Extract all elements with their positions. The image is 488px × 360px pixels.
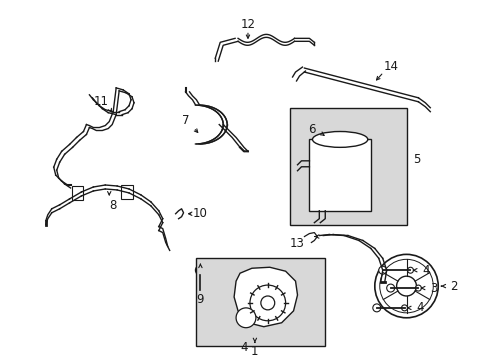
Circle shape: [386, 284, 394, 292]
Polygon shape: [234, 267, 297, 327]
Text: 4: 4: [416, 301, 423, 314]
Text: 6: 6: [307, 123, 314, 136]
Text: 7: 7: [182, 114, 189, 127]
Circle shape: [260, 296, 274, 310]
Text: 5: 5: [413, 153, 420, 166]
Circle shape: [378, 266, 386, 274]
Ellipse shape: [312, 131, 367, 147]
Circle shape: [195, 265, 205, 275]
Circle shape: [372, 304, 380, 312]
Text: 3: 3: [429, 282, 437, 294]
Text: 10: 10: [193, 207, 207, 220]
Bar: [196, 258, 325, 346]
Circle shape: [415, 285, 421, 291]
Text: 1: 1: [251, 345, 258, 358]
Circle shape: [379, 259, 432, 313]
Bar: [71, 186, 83, 200]
Text: 4: 4: [422, 264, 429, 277]
Bar: [309, 139, 370, 211]
Text: 11: 11: [94, 95, 109, 108]
Circle shape: [236, 308, 255, 328]
Bar: [121, 185, 133, 199]
Text: 13: 13: [289, 237, 304, 250]
Circle shape: [396, 276, 416, 296]
Text: 9: 9: [196, 293, 203, 306]
Text: 14: 14: [384, 60, 398, 73]
Bar: [289, 108, 406, 225]
Circle shape: [374, 255, 437, 318]
Circle shape: [249, 285, 285, 321]
Text: 2: 2: [449, 280, 457, 293]
Text: 8: 8: [109, 199, 117, 212]
Text: 12: 12: [240, 18, 255, 31]
Circle shape: [407, 267, 413, 273]
Text: 4: 4: [240, 341, 247, 354]
Circle shape: [401, 305, 407, 311]
